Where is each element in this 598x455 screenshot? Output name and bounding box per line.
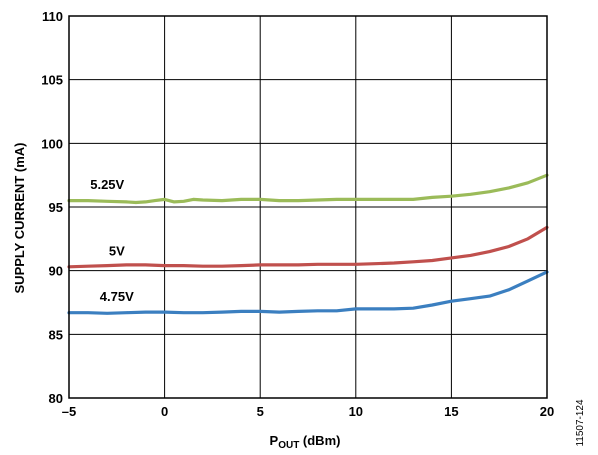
x-axis-title: POUT (dBm) [270,433,341,451]
y-tick-label: 95 [49,200,63,215]
figure-id: 11507-124 [575,399,586,447]
x-tick-label: 20 [540,404,554,419]
series-label: 4.75V [100,289,134,304]
x-axis-title-subscript: OUT [278,440,299,451]
y-tick-label: 110 [42,9,63,24]
grid-lines [68,15,548,399]
y-tick-labels: 80 85 90 95 100 105 110 [41,9,63,406]
y-tick-label: 100 [41,136,63,151]
x-tick-labels: –5 0 5 10 15 20 [62,404,554,419]
x-axis-title-unit: (dBm) [299,433,340,448]
series-line-5v [67,225,549,269]
series-label: 5.25V [90,177,124,192]
series-label: 5V [109,243,125,258]
series-lines [67,173,549,315]
x-tick-label: 0 [161,404,168,419]
y-axis-title: SUPPLY CURRENT (mA) [12,143,27,294]
x-tick-label: –5 [62,404,76,419]
x-tick-label: 5 [257,404,264,419]
x-tick-label: 15 [444,404,458,419]
series-line-5-25v [67,173,549,205]
series-labels: 5.25V 5V 4.75V [90,177,134,304]
y-tick-label: 80 [49,391,63,406]
y-tick-label: 90 [49,264,63,279]
series-line-4-75v [67,270,549,315]
x-tick-label: 10 [349,404,363,419]
plot-frame [68,15,548,399]
y-tick-label: 105 [41,73,63,88]
y-tick-label: 85 [49,327,63,342]
x-axis-title-main: P [270,433,279,448]
